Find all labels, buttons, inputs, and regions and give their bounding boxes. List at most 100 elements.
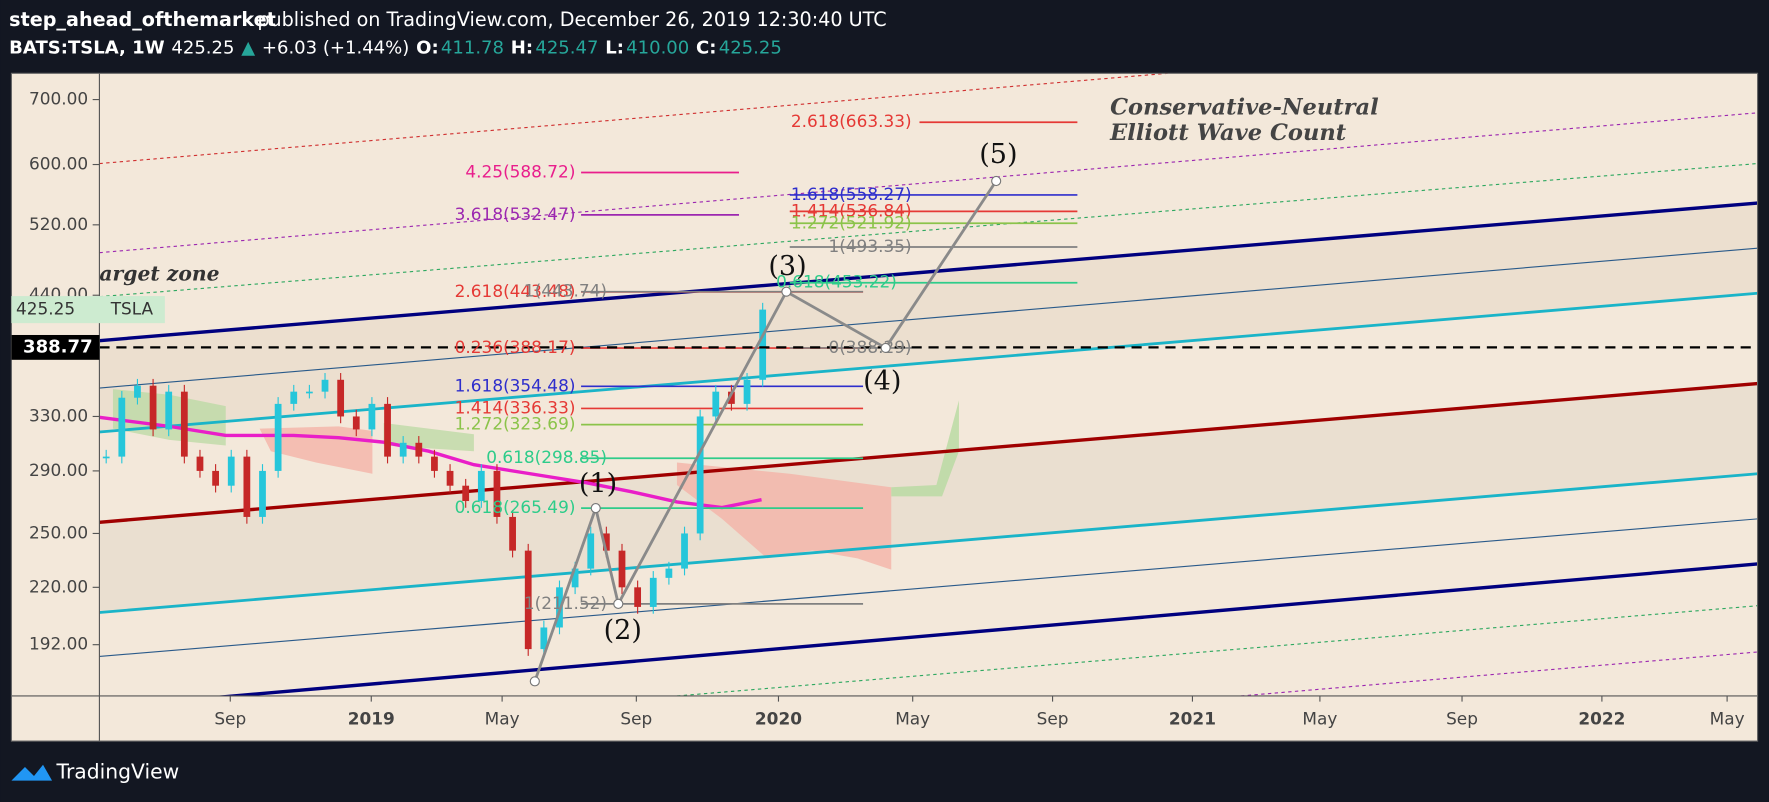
candle (681, 533, 688, 569)
candle (212, 470, 219, 486)
candle (227, 456, 235, 486)
cloud (891, 400, 959, 497)
author: step_ahead_ofthemarket (9, 8, 276, 31)
annotation: arget zone (99, 262, 219, 286)
quote-text: 411.78 (441, 38, 504, 59)
chart-border (10, 72, 1759, 742)
y-tick-label: 330.00 (29, 405, 88, 425)
last-badge-name: TSLA (110, 299, 154, 319)
candle (446, 470, 454, 486)
candle (321, 379, 329, 392)
x-tick-label: 2019 (348, 709, 395, 729)
candle (196, 456, 204, 471)
channel-line (99, 381, 1758, 524)
channel-line (214, 562, 1758, 696)
candle (274, 403, 282, 471)
wave-point (529, 676, 540, 687)
candle (259, 470, 266, 517)
x-tick-label: May (485, 709, 520, 729)
y-tick-label: 290.00 (29, 460, 88, 480)
wave-point (613, 598, 624, 609)
fib-label: 1(443.74) (524, 281, 607, 301)
fib-label: 3.618(532.47) (455, 204, 576, 224)
fib-label: 1.414(536.84) (791, 200, 912, 220)
channel-line (1240, 651, 1758, 696)
wave-label: (2) (604, 615, 642, 646)
candle (743, 379, 751, 404)
candle (368, 403, 376, 430)
candle (180, 391, 188, 457)
wave-label: (4) (863, 366, 901, 397)
cloud (676, 462, 892, 570)
quote-text: H: (511, 38, 533, 59)
candle (602, 533, 610, 551)
drawings (99, 73, 1758, 696)
quote-text: C: (696, 38, 716, 59)
wave-point (590, 503, 601, 514)
channel-line (99, 201, 1758, 343)
wave-point (781, 286, 792, 297)
annotation: Conservative-Neutral (1110, 94, 1379, 120)
candle (477, 470, 485, 502)
quote-text: L: (605, 38, 624, 59)
quote-text: 410.00 (626, 38, 689, 59)
candle (587, 533, 595, 569)
candle (384, 403, 391, 457)
footer-logo (11, 764, 53, 781)
candle (696, 416, 704, 534)
y-tick-label: 192.00 (29, 634, 88, 654)
price-badge-label: 388.77 (23, 336, 93, 357)
quote-line: BATS:TSLA, 1W 425.25 ▲ +6.03 (+1.44%) O: 411.… (9, 38, 782, 59)
price-badge (11, 334, 100, 360)
y-tick-label: 600.00 (29, 154, 88, 174)
wave-label: (5) (979, 139, 1017, 170)
fib-label: 1.272(521.92) (791, 212, 912, 232)
fib-label: 2.618(443.48) (455, 281, 576, 301)
quote-text: 425.25 (719, 38, 782, 59)
candle (493, 470, 501, 517)
x-tick-label: May (1710, 709, 1745, 729)
channel-line (676, 605, 1758, 696)
candle (524, 550, 532, 650)
candle (462, 485, 470, 502)
channel-line (99, 518, 1758, 658)
x-tick-label: May (1302, 709, 1337, 729)
fib-label: 1.272(323.69) (455, 414, 576, 434)
x-tick-label: 2022 (1578, 709, 1625, 729)
fib-label: 1(493.35) (828, 236, 911, 256)
fib-label: 1(211.52) (524, 593, 607, 613)
quote-text: 425.47 (535, 38, 598, 59)
wave-point (991, 175, 1002, 187)
candle (118, 397, 126, 457)
candle (149, 385, 157, 430)
fib-label: 0.618(453.22) (776, 272, 897, 292)
x-tick-label: May (895, 709, 930, 729)
published: published on TradingView.com, December 2… (257, 8, 886, 31)
candle (243, 456, 251, 517)
y-tick-label: 700.00 (29, 89, 88, 109)
y-tick-label: 250.00 (29, 522, 88, 542)
channel-line (99, 247, 1758, 389)
quote-text: +6.03 (+1.44%) (262, 38, 409, 59)
candle (618, 550, 626, 588)
wave-path (533, 180, 998, 682)
x-tick-label: Sep (620, 709, 652, 729)
candle (337, 379, 345, 417)
moving-average (99, 415, 762, 510)
fib-label: 0.618(265.49) (455, 497, 576, 517)
quote-text: 425.25 (171, 38, 234, 59)
wave-label: (3) (768, 251, 806, 282)
fib-label: 1.618(558.27) (791, 184, 912, 204)
candle (399, 442, 407, 457)
channel-band (99, 383, 1758, 613)
candle (352, 416, 360, 430)
candle (571, 568, 579, 588)
candle (634, 587, 642, 607)
brand: TradingView (56, 760, 180, 784)
y-tick-label: 220.00 (29, 576, 88, 596)
fib-label: 2.618(663.33) (791, 111, 912, 131)
plot (99, 121, 1758, 656)
wave-point (880, 342, 891, 353)
x-tick-label: 2021 (1169, 709, 1216, 729)
